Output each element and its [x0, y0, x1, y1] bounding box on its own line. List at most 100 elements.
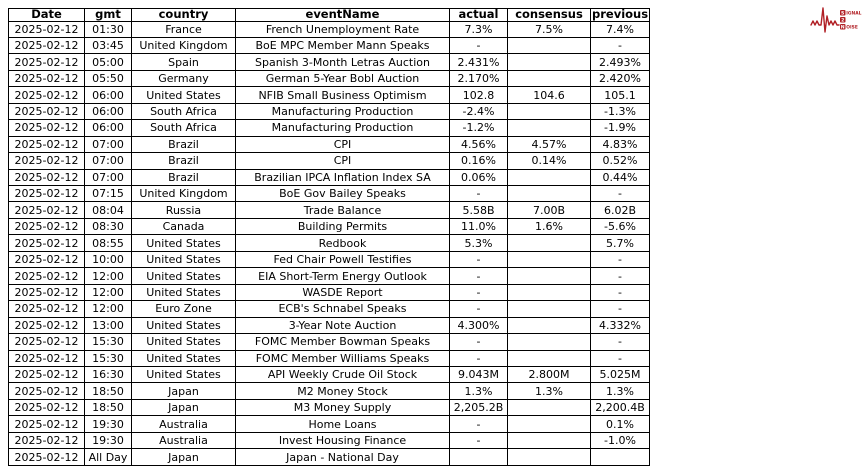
table-row: 2025-02-12 19:30 Australia Home Loans - 0.1%	[8, 415, 650, 433]
cell-date: 2025-02-12	[8, 135, 85, 154]
cell-gmt: 01:30	[84, 20, 132, 38]
column-header-actual: actual	[449, 8, 508, 22]
cell-country: France	[131, 20, 236, 38]
cell-previous: 4.83%	[590, 135, 650, 154]
cell-consensus	[507, 448, 591, 466]
cell-previous	[590, 448, 650, 466]
table-row: 2025-02-12 03:45 United Kingdom BoE MPC Mem…	[8, 36, 650, 55]
cell-gmt: All Day	[84, 448, 132, 466]
cell-previous: -	[590, 300, 650, 318]
cell-country: Japan	[131, 398, 236, 417]
cell-consensus	[507, 415, 591, 433]
cell-previous: 1.3%	[590, 382, 650, 400]
cell-gmt: 12:00	[84, 283, 132, 302]
cell-date: 2025-02-12	[8, 20, 85, 38]
column-header-country: country	[131, 8, 236, 22]
cell-consensus	[507, 185, 591, 203]
cell-consensus	[507, 300, 591, 318]
cell-actual: 0.16%	[449, 152, 508, 170]
cell-event: M2 Money Stock	[235, 382, 450, 400]
cell-actual: -2.4%	[449, 102, 508, 121]
cell-date: 2025-02-12	[8, 382, 85, 400]
cell-event: French Unemployment Rate	[235, 20, 450, 38]
cell-country: Spain	[131, 53, 236, 71]
cell-consensus: 1.6%	[507, 217, 591, 236]
cell-previous: -	[590, 250, 650, 269]
cell-previous: -	[590, 349, 650, 368]
cell-previous: 0.44%	[590, 168, 650, 187]
cell-actual: -	[449, 431, 508, 450]
cell-gmt: 08:55	[84, 234, 132, 252]
cell-gmt: 05:00	[84, 53, 132, 71]
table-row: 2025-02-12 07:00 Brazil Brazilian IPCA Infl…	[8, 168, 650, 187]
calendar-table-head: Date gmt country eventName actual consensus pr…	[8, 8, 650, 22]
cell-country: Brazil	[131, 152, 236, 170]
cell-actual: 2.170%	[449, 69, 508, 88]
cell-gmt: 05:50	[84, 69, 132, 88]
cell-event: FOMC Member Bowman Speaks	[235, 333, 450, 351]
cell-consensus	[507, 119, 591, 137]
cell-gmt: 12:00	[84, 267, 132, 285]
table-row: 2025-02-12 19:30 Australia Invest Housing F…	[8, 431, 650, 450]
svg-text:IGNAL: IGNAL	[846, 10, 861, 16]
cell-consensus: 7.5%	[507, 20, 591, 38]
cell-consensus	[507, 102, 591, 121]
table-row: 2025-02-12 18:50 Japan M2 Money Stock 1.3% 1.…	[8, 382, 650, 400]
cell-event: Building Permits	[235, 217, 450, 236]
cell-previous: -1.3%	[590, 102, 650, 121]
column-header-event: eventName	[235, 8, 450, 22]
cell-gmt: 07:00	[84, 168, 132, 187]
cell-date: 2025-02-12	[8, 102, 85, 121]
cell-country: Russia	[131, 201, 236, 219]
cell-event: FOMC Member Williams Speaks	[235, 349, 450, 368]
cell-date: 2025-02-12	[8, 168, 85, 187]
cell-country: United States	[131, 234, 236, 252]
cell-country: United States	[131, 366, 236, 384]
cell-date: 2025-02-12	[8, 431, 85, 450]
cell-consensus	[507, 283, 591, 302]
table-row: 2025-02-12 06:00 South Africa Manufacturing…	[8, 119, 650, 137]
economic-calendar-table: Date gmt country eventName actual consensus pr…	[8, 8, 650, 466]
cell-event: Invest Housing Finance	[235, 431, 450, 450]
cell-actual: 5.3%	[449, 234, 508, 252]
cell-gmt: 13:00	[84, 316, 132, 335]
cell-actual: 2,205.2B	[449, 398, 508, 417]
pulse-waveform-icon: S 2 N IGNAL OISE	[810, 7, 862, 33]
table-row: 2025-02-12 10:00 United States Fed Chair Po…	[8, 250, 650, 269]
cell-actual: 2.431%	[449, 53, 508, 71]
cell-date: 2025-02-12	[8, 316, 85, 335]
cell-date: 2025-02-12	[8, 36, 85, 55]
cell-country: Japan	[131, 382, 236, 400]
cell-date: 2025-02-12	[8, 69, 85, 88]
table-row: 2025-02-12 All Day Japan Japan - National D…	[8, 448, 650, 466]
cell-previous: -1.9%	[590, 119, 650, 137]
cell-date: 2025-02-12	[8, 234, 85, 252]
table-row: 2025-02-12 05:50 Germany German 5-Year Bobl…	[8, 69, 650, 88]
cell-event: WASDE Report	[235, 283, 450, 302]
cell-consensus	[507, 234, 591, 252]
table-row: 2025-02-12 07:15 United Kingdom BoE Gov Bai…	[8, 185, 650, 203]
cell-gmt: 18:50	[84, 398, 132, 417]
cell-previous: 105.1	[590, 86, 650, 104]
table-row: 2025-02-12 12:00 United States WASDE Report…	[8, 283, 650, 302]
cell-date: 2025-02-12	[8, 267, 85, 285]
cell-event: Manufacturing Production	[235, 102, 450, 121]
cell-event: Fed Chair Powell Testifies	[235, 250, 450, 269]
cell-actual: 9.043M	[449, 366, 508, 384]
cell-gmt: 08:04	[84, 201, 132, 219]
cell-gmt: 12:00	[84, 300, 132, 318]
table-row: 2025-02-12 13:00 United States 3-Year Note …	[8, 316, 650, 335]
cell-event: API Weekly Crude Oil Stock	[235, 366, 450, 384]
cell-event: CPI	[235, 135, 450, 154]
cell-country: Brazil	[131, 168, 236, 187]
cell-gmt: 06:00	[84, 86, 132, 104]
cell-previous: -	[590, 267, 650, 285]
column-header-previous: previous	[590, 8, 650, 22]
cell-event: Home Loans	[235, 415, 450, 433]
table-header-row: Date gmt country eventName actual consensus pr…	[8, 8, 650, 22]
cell-country: United States	[131, 316, 236, 335]
cell-actual: -	[449, 333, 508, 351]
table-row: 2025-02-12 18:50 Japan M3 Money Supply 2,205…	[8, 398, 650, 417]
cell-date: 2025-02-12	[8, 349, 85, 368]
cell-consensus: 7.00B	[507, 201, 591, 219]
